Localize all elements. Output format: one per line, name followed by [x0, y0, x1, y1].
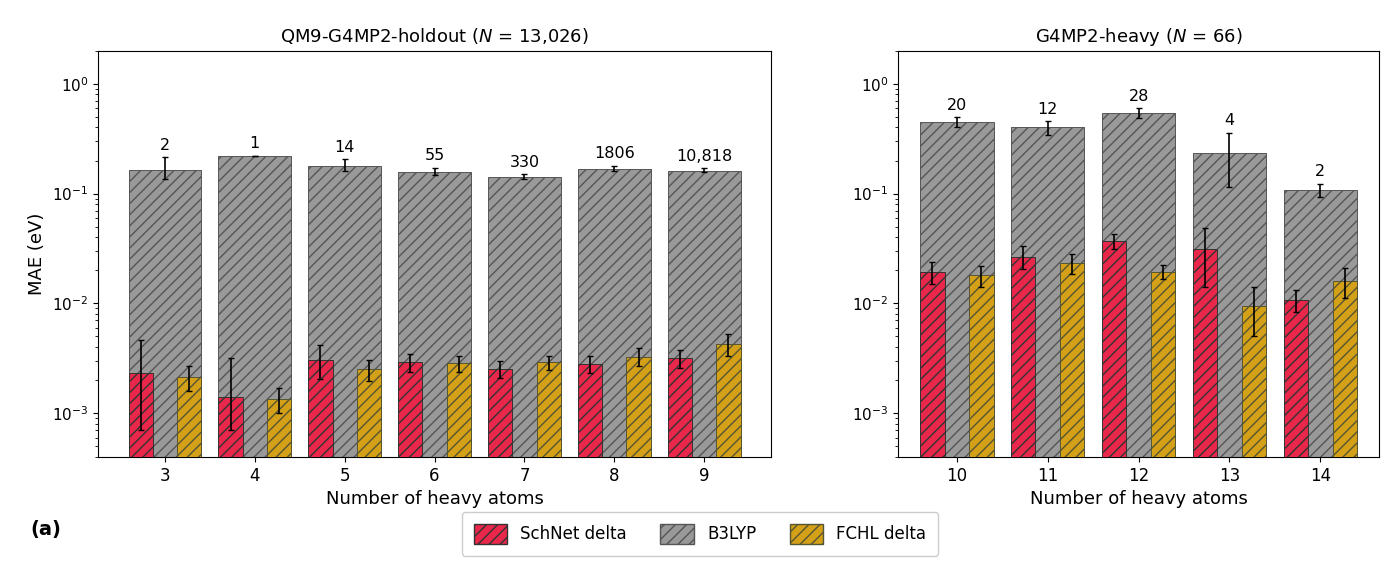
Bar	[308, 360, 333, 564]
Bar	[267, 399, 291, 564]
Text: 1806: 1806	[594, 146, 634, 161]
Bar	[398, 172, 470, 564]
Title: QM9-G4MP2-holdout ($\mathit{N}$ = 13,026): QM9-G4MP2-holdout ($\mathit{N}$ = 13,026…	[280, 27, 589, 46]
Bar	[129, 373, 153, 564]
Bar	[178, 377, 202, 564]
Bar	[1284, 299, 1308, 564]
Text: 12: 12	[1037, 102, 1058, 117]
Title: G4MP2-heavy ($\mathit{N}$ = 66): G4MP2-heavy ($\mathit{N}$ = 66)	[1035, 27, 1242, 49]
Bar	[398, 363, 423, 564]
Bar	[218, 397, 242, 564]
Bar	[969, 275, 994, 564]
Bar	[308, 166, 381, 564]
Bar	[920, 122, 994, 564]
Bar	[1333, 281, 1357, 564]
X-axis label: Number of heavy atoms: Number of heavy atoms	[1029, 490, 1247, 508]
Bar	[536, 363, 561, 564]
Text: 14: 14	[335, 140, 356, 155]
Text: 2: 2	[160, 138, 169, 152]
Text: 1: 1	[249, 136, 260, 151]
Text: (b): (b)	[840, 520, 872, 539]
Bar	[668, 170, 741, 564]
Bar	[218, 156, 291, 564]
Bar	[1011, 127, 1085, 564]
Bar	[1151, 271, 1176, 564]
Legend: SchNet delta, B3LYP, FCHL delta: SchNet delta, B3LYP, FCHL delta	[462, 512, 938, 556]
Bar	[626, 357, 651, 564]
Bar	[357, 369, 381, 564]
Bar	[129, 170, 202, 564]
Text: 4: 4	[1225, 113, 1235, 128]
Text: 28: 28	[1128, 89, 1149, 104]
Bar	[489, 177, 561, 564]
Bar	[668, 359, 692, 564]
Text: 2: 2	[1315, 164, 1326, 179]
Text: 10,818: 10,818	[676, 149, 732, 164]
Bar	[717, 343, 741, 564]
Y-axis label: MAE (eV): MAE (eV)	[28, 213, 46, 295]
Bar	[578, 169, 651, 564]
Text: 20: 20	[946, 98, 967, 113]
Bar	[1284, 190, 1357, 564]
Text: (a): (a)	[31, 520, 62, 539]
Bar	[578, 364, 602, 564]
Bar	[1102, 113, 1176, 564]
Bar	[447, 363, 470, 564]
Bar	[1193, 249, 1217, 564]
X-axis label: Number of heavy atoms: Number of heavy atoms	[326, 490, 543, 508]
Bar	[1102, 241, 1127, 564]
Bar	[1193, 153, 1266, 564]
Bar	[920, 271, 945, 564]
Text: 55: 55	[424, 148, 445, 164]
Bar	[489, 368, 512, 564]
Bar	[1011, 257, 1036, 564]
Text: 330: 330	[510, 155, 539, 170]
Bar	[1242, 306, 1266, 564]
Bar	[1060, 263, 1085, 564]
